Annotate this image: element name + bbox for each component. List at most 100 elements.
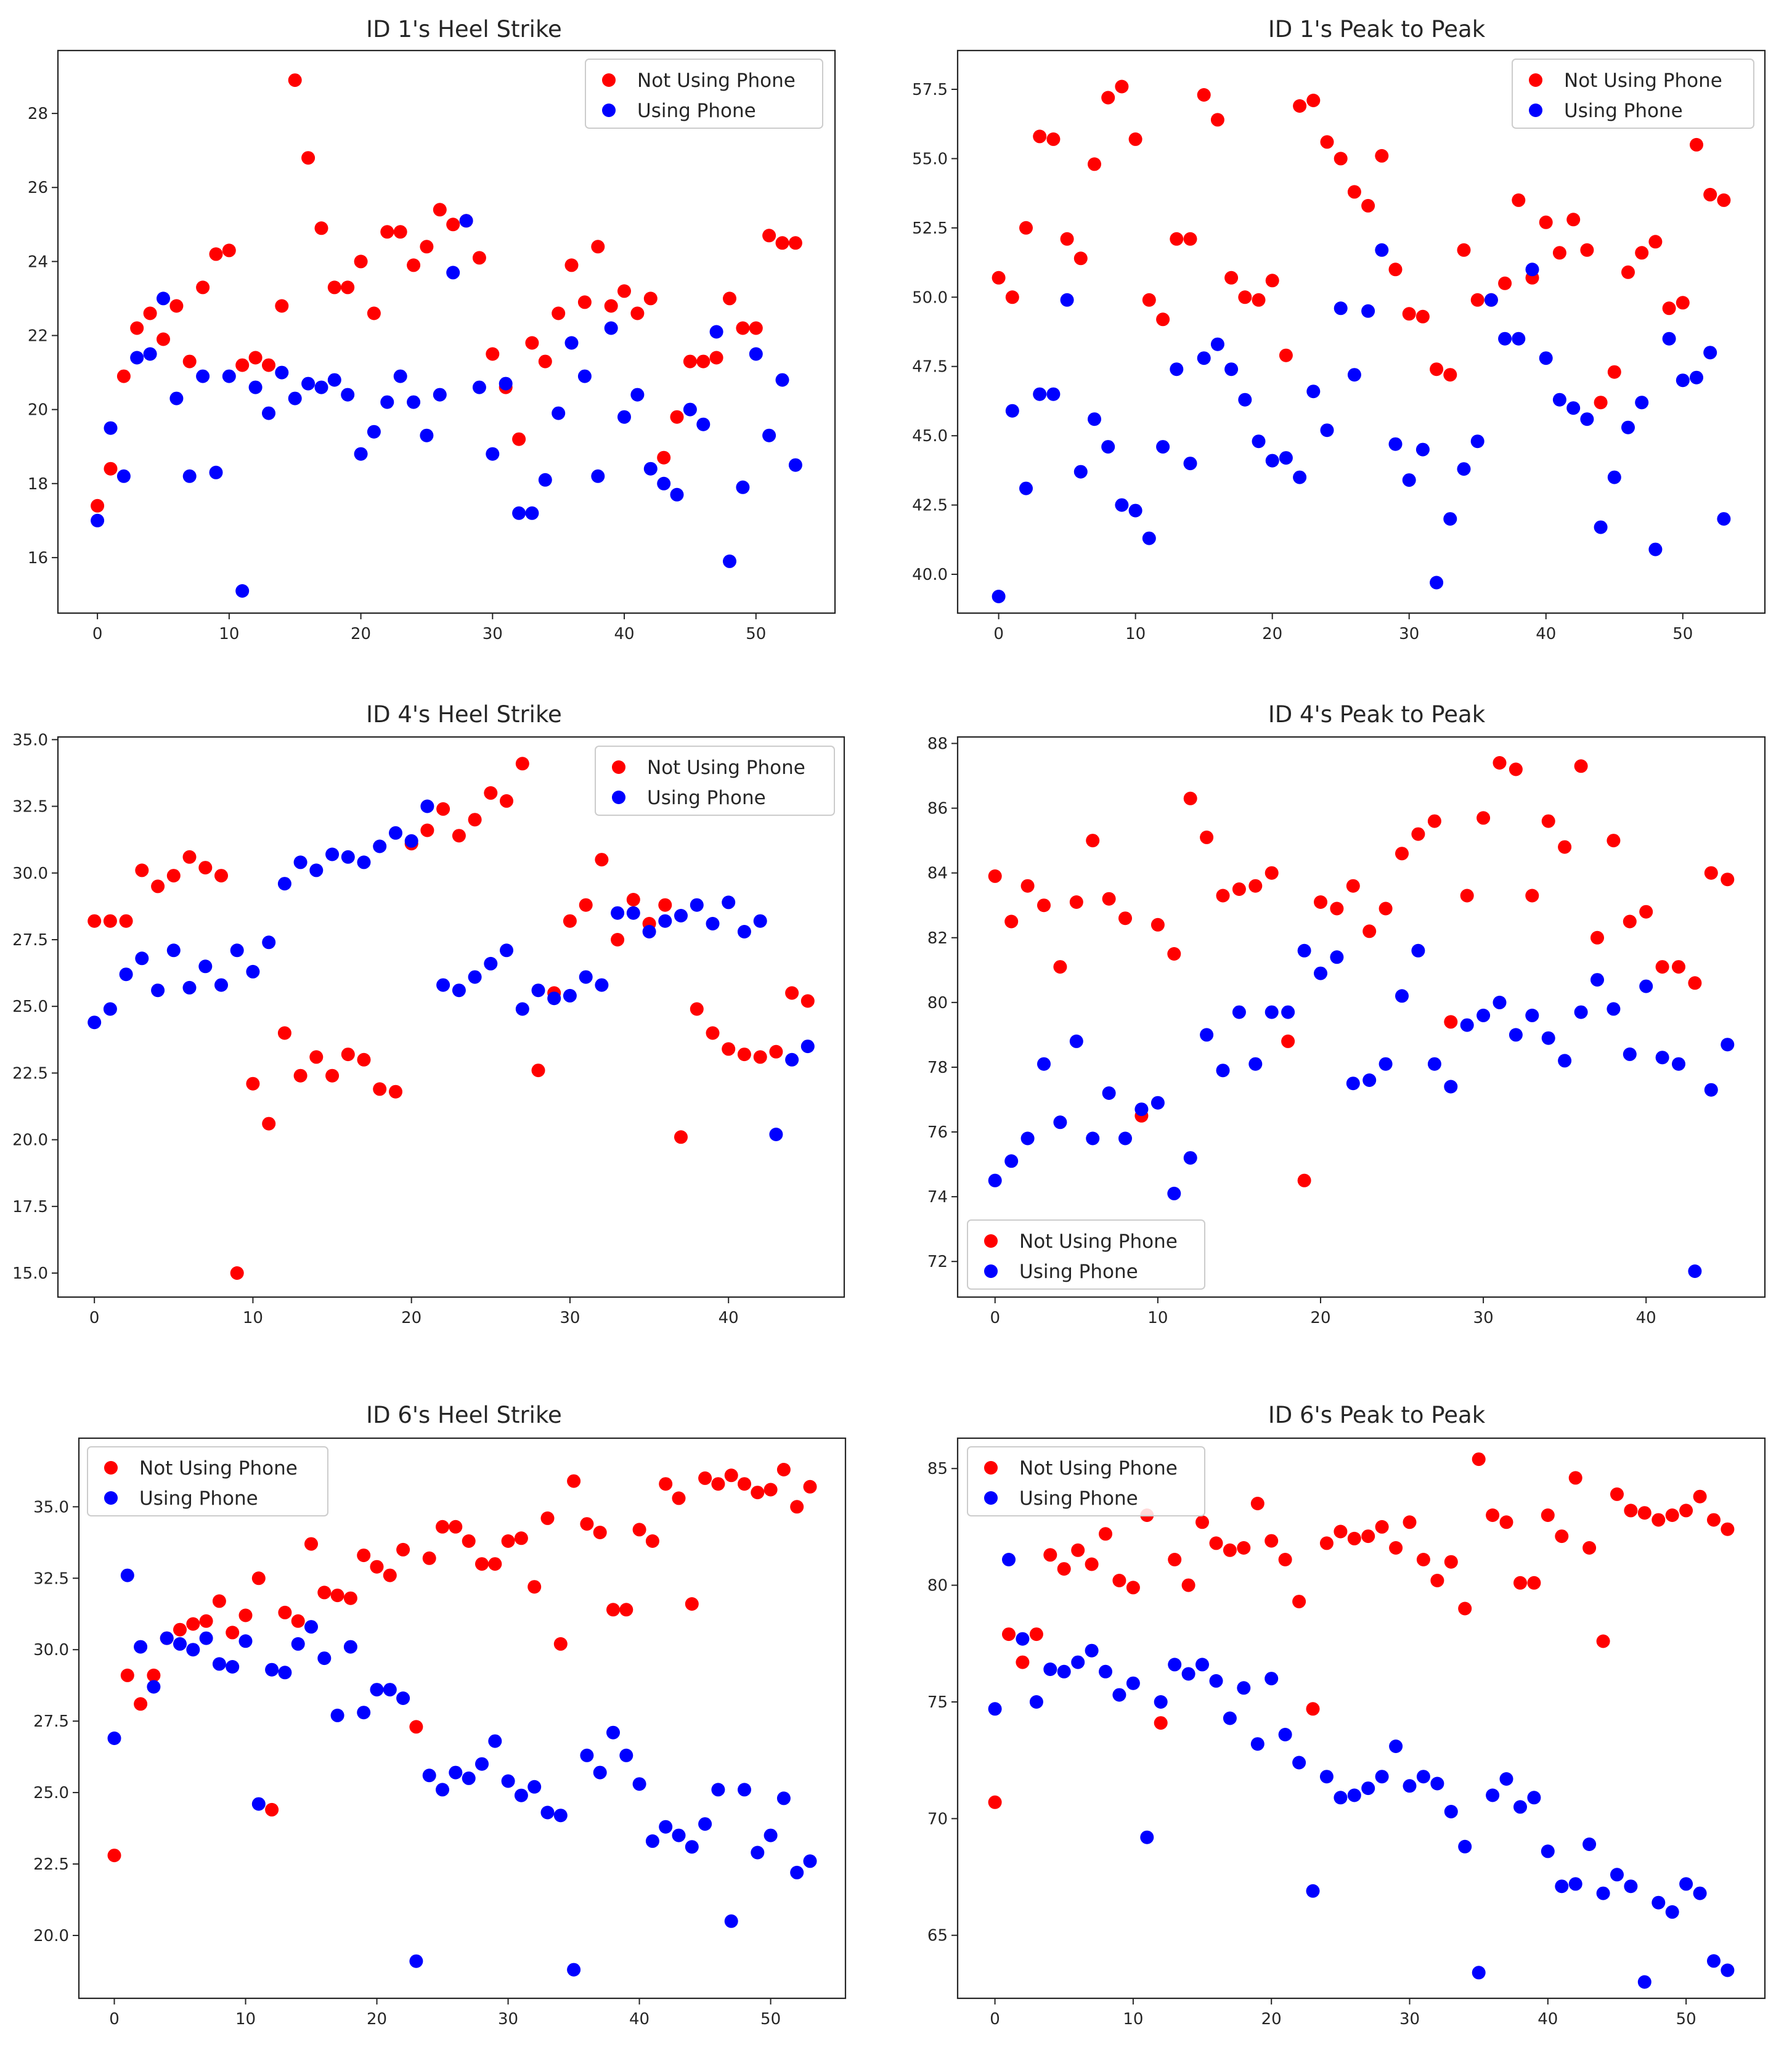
data-point	[1320, 135, 1334, 149]
data-point	[762, 428, 776, 442]
data-point	[1361, 198, 1375, 213]
data-point	[1060, 232, 1074, 246]
data-point	[1688, 976, 1702, 990]
data-point	[212, 1594, 226, 1608]
data-point	[1639, 979, 1653, 993]
data-point	[251, 1571, 266, 1585]
data-point	[1375, 243, 1389, 257]
data-point	[1486, 1508, 1500, 1522]
data-point	[446, 266, 460, 280]
y-tick-label: 82	[927, 929, 948, 948]
data-point	[277, 1026, 291, 1040]
data-point	[1167, 947, 1181, 961]
data-point	[749, 347, 763, 361]
data-point	[1430, 1574, 1444, 1587]
y-tick-label: 17.5	[12, 1198, 48, 1216]
data-point	[393, 225, 407, 239]
data-point	[1580, 412, 1594, 426]
data-point	[1334, 1791, 1348, 1805]
data-point	[706, 917, 720, 930]
data-point	[1662, 301, 1676, 315]
data-point	[1690, 370, 1703, 385]
y-tick-label: 65	[927, 1927, 948, 1945]
legend-label: Using Phone	[1019, 1487, 1138, 1510]
data-point	[409, 1720, 423, 1734]
chart-panel-5: ID 6's Heel Strike 0 10 20 30 40 50 20.0 22.5 25…	[0, 1364, 896, 2046]
y-tick-label: 22.5	[33, 1855, 69, 1874]
data-point	[1662, 332, 1676, 346]
y-tick-label: 16	[28, 549, 48, 568]
data-point	[1002, 1627, 1016, 1642]
legend-label: Using Phone	[1019, 1261, 1138, 1283]
legend-box	[967, 1219, 1205, 1290]
data-point	[325, 847, 340, 861]
data-point	[1582, 1837, 1597, 1851]
data-point	[1388, 262, 1403, 277]
data-point	[670, 487, 684, 502]
legend-box	[1512, 59, 1754, 129]
data-point	[1721, 1963, 1735, 1977]
data-point	[788, 236, 802, 250]
data-point	[800, 994, 815, 1008]
data-point	[278, 1605, 292, 1619]
data-point	[632, 1523, 646, 1537]
series-using-phone	[91, 214, 802, 598]
data-point	[1278, 1728, 1292, 1741]
data-point	[407, 258, 421, 272]
data-point	[1306, 1884, 1320, 1898]
data-point	[1281, 1005, 1295, 1019]
data-point	[579, 970, 593, 984]
legend-label: Using Phone	[1564, 100, 1683, 122]
data-point	[475, 1757, 489, 1771]
data-point	[698, 1471, 712, 1485]
data-point	[436, 1520, 449, 1534]
data-point	[214, 869, 228, 883]
x-tick-label: 10	[219, 625, 239, 643]
x-tick-label: 30	[498, 2010, 518, 2029]
data-point	[230, 1266, 244, 1280]
data-point	[198, 959, 213, 974]
data-point	[422, 1551, 436, 1565]
data-point	[1151, 1096, 1165, 1110]
data-point	[630, 306, 645, 320]
data-point	[580, 1748, 594, 1762]
data-point	[1037, 1057, 1051, 1071]
data-point	[1558, 1054, 1572, 1068]
data-point	[1558, 840, 1572, 854]
legend-marker	[984, 1264, 998, 1278]
data-point	[1703, 346, 1717, 360]
plot-frame	[78, 1437, 847, 2000]
data-point	[1388, 437, 1403, 451]
y-tick-label: 18	[28, 475, 48, 494]
data-point	[1361, 1529, 1375, 1544]
y-tick-label: 30.0	[12, 865, 48, 883]
data-point	[1181, 1667, 1195, 1681]
legend-label: Not Using Phone	[1019, 1457, 1178, 1479]
data-point	[1223, 1543, 1237, 1557]
x-tick-label: 40	[1537, 2010, 1558, 2029]
data-point	[563, 914, 577, 928]
y-tick-label: 22	[28, 327, 48, 346]
data-point	[1637, 1975, 1651, 1989]
data-point	[1265, 1534, 1279, 1548]
chart-title: ID 1's Heel Strike	[366, 16, 562, 43]
legend-marker	[1529, 104, 1542, 117]
chart-5-svg: ID 6's Heel Strike 0 10 20 30 40 50 20.0 22.5 25…	[33, 1402, 847, 2029]
data-point	[1004, 1154, 1019, 1168]
data-point	[1460, 1018, 1474, 1032]
data-point	[275, 365, 289, 380]
data-point	[563, 988, 577, 1003]
y-axis: 65 70 75 80 85	[927, 1460, 958, 1945]
data-point	[1389, 1740, 1403, 1753]
data-point	[1265, 866, 1279, 880]
data-point	[1704, 1083, 1718, 1097]
data-point	[134, 1640, 148, 1654]
data-point	[1330, 901, 1344, 916]
data-point	[709, 351, 723, 365]
data-point	[1232, 1005, 1246, 1019]
data-point	[1590, 930, 1604, 945]
data-point	[1430, 1776, 1444, 1791]
data-point	[775, 373, 789, 387]
data-point	[591, 469, 605, 483]
data-point	[468, 970, 482, 984]
